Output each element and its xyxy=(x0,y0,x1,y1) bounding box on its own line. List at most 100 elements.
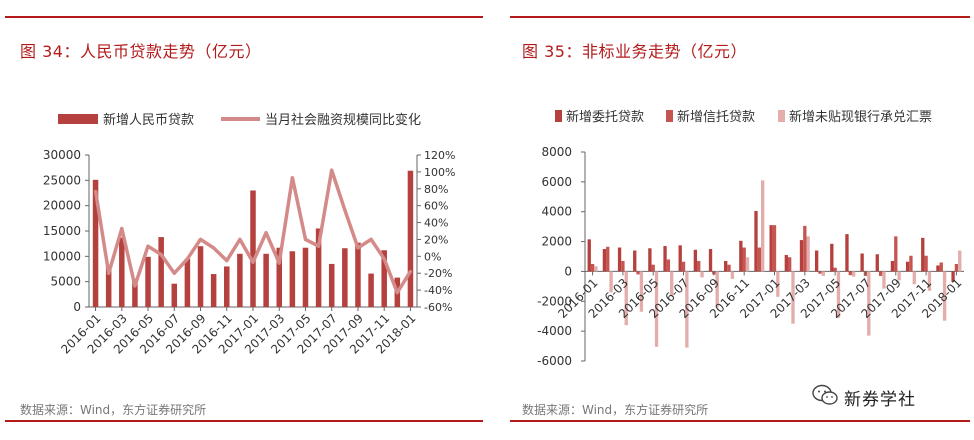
point-social-financing-yoy-2016-06 xyxy=(159,253,163,257)
bar-new-rmb-loans-2017-09 xyxy=(355,242,361,307)
bar-series-2-2017-04 xyxy=(821,271,825,276)
bar-series-1-2017-12 xyxy=(939,262,943,272)
bar-series-1-2017-11 xyxy=(924,255,928,272)
bar-series-2-2016-01 xyxy=(594,266,598,272)
bar-new-rmb-loans-2017-01 xyxy=(250,190,256,307)
right-y-tick-label: 100% xyxy=(424,166,455,179)
bar-series-1-2018-01 xyxy=(954,263,959,272)
bar-series-2-2018-01 xyxy=(958,250,962,272)
point-social-financing-yoy-2017-01 xyxy=(251,260,255,264)
bar-series-2-2016-02 xyxy=(609,271,613,293)
point-social-financing-yoy-2016-12 xyxy=(238,237,242,242)
right-y-tick-label: 40% xyxy=(424,217,448,230)
bar-new-rmb-loans-2016-09 xyxy=(197,246,204,307)
watermark-text: 新券学社 xyxy=(844,389,916,410)
bar-new-rmb-loans-2016-06 xyxy=(158,237,164,307)
left-top-rule xyxy=(5,16,483,18)
bar-series-0-2017-01 xyxy=(769,225,773,272)
bar-new-rmb-loans-2017-05 xyxy=(302,247,309,307)
right-y-tick-label: -20% xyxy=(424,267,452,280)
bar-series-2-2017-03 xyxy=(806,236,810,272)
bar-series-2-2017-02 xyxy=(791,271,795,324)
point-social-financing-yoy-2017-11 xyxy=(382,257,386,261)
bar-series-1-2017-10 xyxy=(909,255,913,272)
legend-label-social-financing-yoy: 当月社会融资规模同比变化 xyxy=(265,112,421,128)
bar-series-0-2016-04 xyxy=(633,250,637,272)
bar-series-1-2016-10 xyxy=(727,264,731,272)
point-social-financing-yoy-2016-11 xyxy=(225,258,229,263)
right-y-tick-label: 120% xyxy=(424,149,455,162)
point-social-financing-yoy-2016-05 xyxy=(146,244,150,248)
bar-series-2-2017-10 xyxy=(912,271,916,285)
legend-label-series-0: 新增委托贷款 xyxy=(566,109,644,125)
right-y-tick-label: 0% xyxy=(424,250,441,263)
bar-series-2-2017-12 xyxy=(942,271,947,321)
left-chart-title: 图 34：人民币贷款走势（亿元） xyxy=(20,42,262,61)
point-social-financing-yoy-2016-04 xyxy=(133,284,137,288)
bar-series-0-2016-07 xyxy=(678,245,682,272)
point-social-financing-yoy-2017-05 xyxy=(303,237,308,242)
point-social-financing-yoy-2016-07 xyxy=(172,271,176,275)
bar-series-0-2016-06 xyxy=(663,246,667,272)
legend-label-series-2: 新增未贴现银行承兑汇票 xyxy=(789,109,932,125)
bar-series-2-2017-01 xyxy=(776,271,780,297)
bar-series-0-2017-02 xyxy=(784,255,788,272)
bar-new-rmb-loans-2017-07 xyxy=(328,263,335,307)
point-social-financing-yoy-2016-03 xyxy=(120,226,124,231)
bar-series-1-2016-08 xyxy=(697,260,701,272)
bar-series-1-2017-06 xyxy=(848,271,852,276)
bar-series-0-2016-03 xyxy=(617,247,622,272)
right-y-tick-label: -60% xyxy=(424,301,452,314)
bar-series-2-2016-08 xyxy=(700,271,704,278)
bar-new-rmb-loans-2016-10 xyxy=(210,274,217,307)
bar-series-0-2016-11 xyxy=(739,240,743,272)
point-social-financing-yoy-2017-08 xyxy=(343,208,347,212)
bar-series-1-2017-05 xyxy=(833,267,837,272)
legend-swatch-series-0 xyxy=(555,110,562,122)
bar-series-2-2016-05 xyxy=(654,271,659,347)
bar-series-1-2016-04 xyxy=(636,271,640,275)
left-y-tick-label: 20000 xyxy=(43,199,81,213)
bar-series-2-2016-06 xyxy=(670,271,674,296)
bar-series-1-2017-02 xyxy=(787,257,792,272)
right-chart-title: 图 35：非标业务走势（亿元） xyxy=(522,42,747,61)
point-social-financing-yoy-2017-04 xyxy=(290,176,294,180)
wechat-icon xyxy=(812,384,838,410)
bar-series-0-2017-10 xyxy=(905,261,910,272)
bar-series-2-2016-12 xyxy=(761,180,765,272)
bar-series-0-2017-04 xyxy=(814,250,819,272)
point-social-financing-yoy-2017-06 xyxy=(317,244,321,248)
point-social-financing-yoy-2016-08 xyxy=(185,257,189,261)
bar-new-rmb-loans-2017-11 xyxy=(381,250,387,307)
left-source-note: 数据来源：Wind，东方证券研究所 xyxy=(20,403,207,417)
bar-series-0-2017-08 xyxy=(875,254,879,272)
right-source-note: 数据来源：Wind，东方证券研究所 xyxy=(522,403,709,417)
point-social-financing-yoy-2017-03 xyxy=(277,261,281,265)
point-social-financing-yoy-2017-10 xyxy=(369,237,373,242)
right-y-tick-label: 20% xyxy=(424,233,448,246)
y-tick-label: 2000 xyxy=(541,235,572,249)
bar-series-1-2017-03 xyxy=(803,225,807,272)
legend-label-new-rmb-loans: 新增人民币贷款 xyxy=(103,112,194,128)
bar-series-1-2016-12 xyxy=(757,247,762,272)
bar-series-1-2017-01 xyxy=(772,225,777,272)
bar-new-rmb-loans-2017-02 xyxy=(263,253,269,307)
point-social-financing-yoy-2017-07 xyxy=(330,168,334,172)
bar-series-2-2016-09 xyxy=(715,271,719,308)
bar-series-0-2017-07 xyxy=(860,253,864,272)
right-bottom-rule xyxy=(510,420,970,422)
bar-series-2-2017-06 xyxy=(851,271,856,277)
bar-new-rmb-loans-2016-07 xyxy=(171,283,178,307)
bar-series-0-2016-01 xyxy=(587,239,591,272)
legend-label-series-1: 新增信托贷款 xyxy=(677,109,755,125)
bar-series-1-2016-07 xyxy=(681,261,686,272)
bar-new-rmb-loans-2016-01 xyxy=(92,179,99,307)
bar-series-0-2017-09 xyxy=(890,260,895,272)
bar-series-2-2016-07 xyxy=(685,271,689,348)
bar-series-2-2016-04 xyxy=(639,271,644,312)
right-y-tick-label: 80% xyxy=(424,183,448,196)
right-top-rule xyxy=(510,16,970,18)
bar-series-0-2016-08 xyxy=(693,249,698,272)
bar-series-0-2017-05 xyxy=(830,243,834,272)
